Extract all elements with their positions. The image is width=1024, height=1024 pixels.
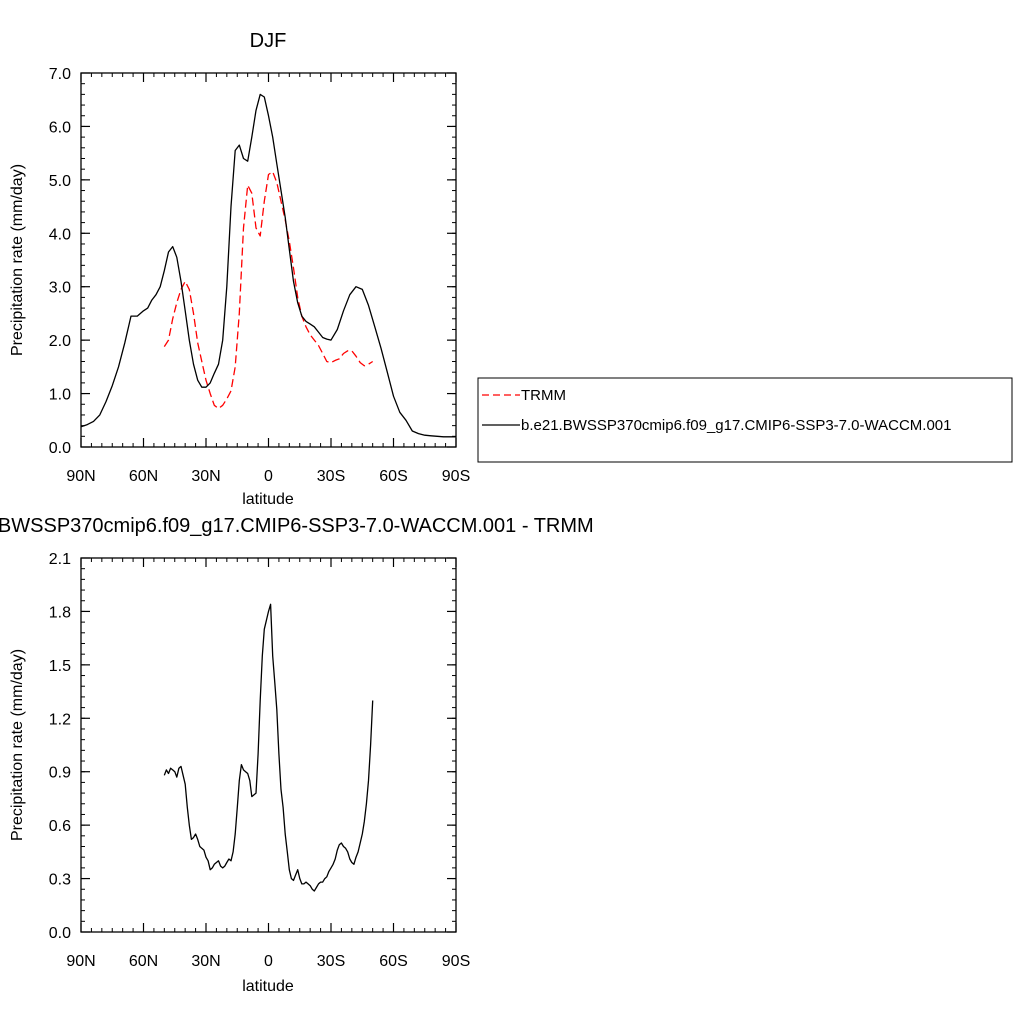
bottom-chart-xlabel: latitude bbox=[242, 978, 294, 995]
bottom-y-tick-label: 1.2 bbox=[49, 711, 71, 728]
bottom-x-tick-label: 60S bbox=[379, 953, 407, 970]
bottom-chart-series bbox=[163, 603, 374, 892]
top-x-tick-label: 90S bbox=[442, 468, 470, 485]
top-x-tick-label: 30N bbox=[191, 468, 220, 485]
bottom-y-tick-label: 2.1 bbox=[49, 551, 71, 568]
bottom-x-tick-label: 90S bbox=[442, 953, 470, 970]
top-chart: DJF 90N 60N 30N 0 30S 60S 90S 0.0 1.0 2.0 3.0 4.0 5.… bbox=[9, 30, 470, 508]
top-x-tick-label: 30S bbox=[317, 468, 345, 485]
top-y-tick-label: 4.0 bbox=[49, 226, 71, 243]
top-series-line-trmm bbox=[163, 171, 374, 410]
top-y-tick-label: 6.0 bbox=[49, 119, 71, 136]
top-y-tick-label: 0.0 bbox=[49, 440, 71, 457]
bottom-chart-axes: 90N 60N 30N 0 30S 60S 90S 0.0 0.3 0.6 0.9 1.2 1.5 1.8… bbox=[49, 551, 470, 970]
bottom-y-tick-label: 0.6 bbox=[49, 818, 71, 835]
bottom-x-tick-label: 30N bbox=[191, 953, 220, 970]
top-chart-series bbox=[80, 93, 456, 438]
top-chart-xlabel: latitude bbox=[242, 491, 294, 508]
top-plot-frame bbox=[80, 72, 457, 448]
bottom-y-tick-label: 0.3 bbox=[49, 872, 71, 889]
bottom-x-tick-label: 90N bbox=[66, 953, 95, 970]
top-y-tick-label: 2.0 bbox=[49, 333, 71, 350]
top-x-tick-label: 60N bbox=[129, 468, 158, 485]
top-x-tick-label: 90N bbox=[66, 468, 95, 485]
bottom-x-tick-label: 30S bbox=[317, 953, 345, 970]
bottom-y-tick-label: 0.9 bbox=[49, 765, 71, 782]
bottom-chart: b.e21.BWSSP370cmip6.f09_g17.CMIP6-SSP3-7… bbox=[0, 515, 594, 995]
bottom-y-tick-label: 1.8 bbox=[49, 604, 71, 621]
top-series-line-model bbox=[80, 93, 456, 438]
legend-box bbox=[477, 377, 1013, 463]
bottom-series-line-model bbox=[163, 603, 374, 892]
top-x-tick-label: 60S bbox=[379, 468, 407, 485]
legend-label-model: b.e21.BWSSP370cmip6.f09_g17.CMIP6-SSP3-7… bbox=[521, 417, 951, 434]
top-x-tick-label: 0 bbox=[264, 468, 273, 485]
legend: TRMM b.e21.BWSSP370cmip6.f09_g17.CMIP6-S… bbox=[477, 377, 1013, 463]
top-y-tick-label: 1.0 bbox=[49, 387, 71, 404]
top-chart-axes: 90N 60N 30N 0 30S 60S 90S 0.0 1.0 2.0 3.0 4.0 5.0 6.0… bbox=[49, 66, 470, 485]
top-y-tick-label: 5.0 bbox=[49, 173, 71, 190]
top-y-tick-label: 7.0 bbox=[49, 66, 71, 83]
top-y-tick-label: 3.0 bbox=[49, 280, 71, 297]
bottom-chart-title: b.e21.BWSSP370cmip6.f09_g17.CMIP6-SSP3-7… bbox=[0, 515, 594, 537]
top-chart-title: DJF bbox=[250, 30, 287, 52]
bottom-x-tick-label: 0 bbox=[264, 953, 273, 970]
bottom-x-tick-label: 60N bbox=[129, 953, 158, 970]
bottom-chart-ylabel: Precipitation rate (mm/day) bbox=[9, 649, 26, 841]
bottom-y-tick-label: 0.0 bbox=[49, 925, 71, 942]
legend-label-trmm: TRMM bbox=[521, 387, 566, 404]
top-chart-ylabel: Precipitation rate (mm/day) bbox=[9, 164, 26, 356]
bottom-y-tick-label: 1.5 bbox=[49, 658, 71, 675]
